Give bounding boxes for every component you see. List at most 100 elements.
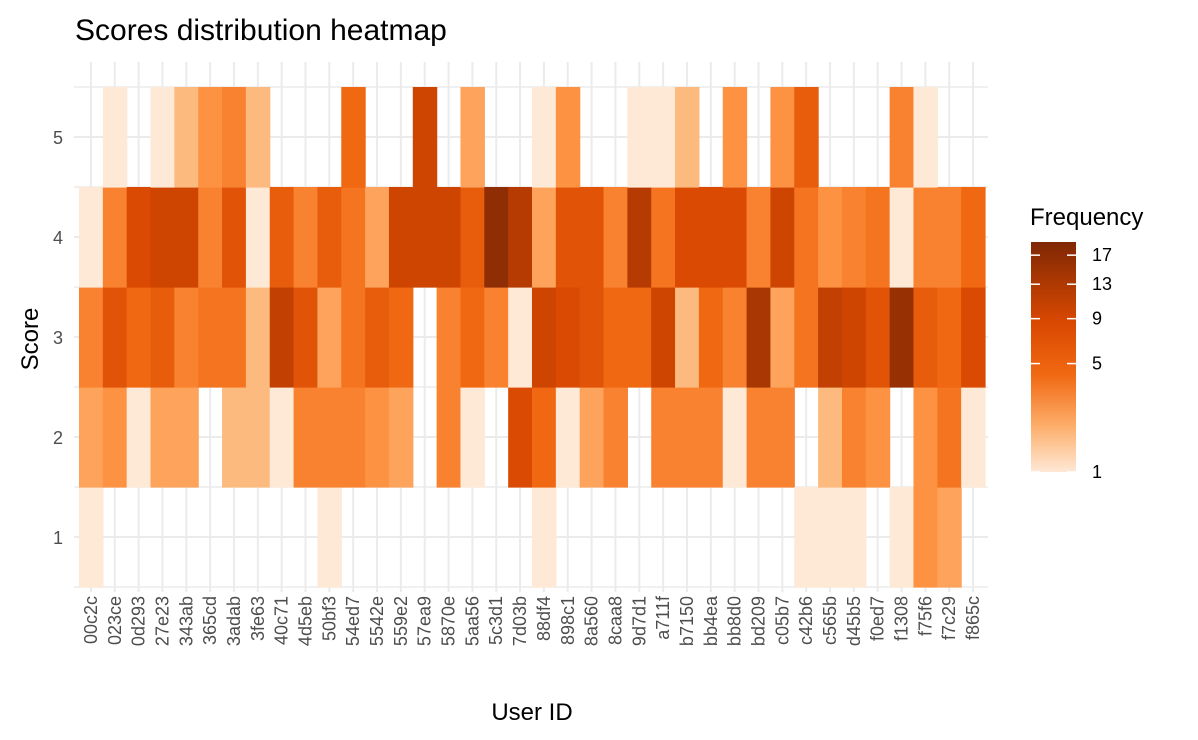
x-tick-label: 7d03b: [510, 596, 530, 646]
x-tick-label: 54ed7: [343, 596, 363, 646]
heatmap-cell: [555, 87, 581, 188]
heatmap-cell: [675, 387, 700, 488]
heatmap-cell: [150, 387, 175, 488]
y-tick-label: 4: [53, 228, 63, 248]
heatmap-cell: [126, 187, 152, 288]
legend-tick-label: 13: [1092, 274, 1112, 294]
heatmap-cell: [102, 187, 128, 288]
heatmap-cell: [722, 387, 748, 488]
x-tick-label: 559e2: [391, 596, 411, 646]
heatmap-cell: [436, 287, 462, 388]
x-tick-label: 40c71: [272, 596, 292, 645]
heatmap-cell: [341, 187, 366, 288]
x-tick-label: f75f6: [915, 596, 935, 636]
x-tick-label: c05b7: [772, 596, 792, 645]
heatmap-cell: [651, 187, 676, 288]
x-tick-label: bb4ea: [701, 595, 721, 646]
heatmap-cell: [317, 187, 342, 288]
heatmap-cell: [126, 387, 152, 488]
heatmap-cell: [937, 187, 962, 288]
heatmap-cell: [412, 87, 438, 188]
heatmap-cell: [770, 187, 795, 288]
y-axis-ticks: 1 2 3 4 5: [53, 128, 63, 548]
heatmap-cell: [269, 187, 295, 288]
heatmap-cell: [245, 187, 271, 288]
heatmap-cell: [746, 287, 772, 388]
heatmap-cell: [222, 287, 247, 388]
heatmap-cell: [150, 187, 175, 288]
heatmap-cell: [341, 387, 366, 488]
y-axis-title: Score: [17, 308, 44, 371]
y-tick-label: 2: [53, 428, 63, 448]
x-tick-label: 88df4: [534, 596, 554, 641]
heatmap-cell: [484, 287, 509, 388]
heatmap-cell: [603, 187, 628, 288]
x-tick-label: 5aa56: [462, 596, 482, 646]
x-tick-label: 5870e: [439, 596, 459, 646]
heatmap-cells: [79, 87, 986, 588]
heatmap-cell: [79, 487, 104, 588]
x-tick-label: 9d7d1: [629, 596, 649, 646]
x-tick-label: c565b: [820, 596, 840, 645]
heatmap-cell: [79, 187, 104, 288]
x-tick-label: bb8d0: [725, 596, 745, 646]
heatmap-cell: [770, 387, 795, 488]
heatmap-cell: [365, 387, 390, 488]
heatmap-cell: [865, 387, 891, 488]
y-tick-label: 1: [53, 528, 63, 548]
heatmap-cell: [150, 287, 175, 388]
heatmap-cell: [365, 287, 390, 388]
x-tick-label: f865c: [963, 596, 983, 640]
heatmap-cell: [794, 287, 819, 388]
heatmap-cell: [317, 287, 342, 388]
x-tick-label: 898c1: [558, 596, 578, 645]
heatmap-cell: [555, 187, 581, 288]
legend-colorbar: [1031, 242, 1076, 472]
heatmap-cell: [365, 187, 390, 288]
heatmap-cell: [508, 287, 533, 388]
heatmap-cell: [174, 187, 199, 288]
heatmap-cell: [794, 487, 819, 588]
legend-tick-label: 9: [1092, 309, 1102, 329]
heatmap-cell: [388, 187, 414, 288]
heatmap-cell: [889, 187, 915, 288]
heatmap-cell: [937, 387, 962, 488]
heatmap-cell: [818, 487, 843, 588]
legend-tick-label: 17: [1092, 245, 1112, 265]
x-tick-label: c42b6: [796, 596, 816, 645]
heatmap-cell: [913, 487, 938, 588]
heatmap-cell: [555, 287, 581, 388]
heatmap-cell: [818, 387, 843, 488]
heatmap-cell: [675, 187, 700, 288]
x-tick-label: 4d5eb: [296, 596, 316, 646]
x-tick-label: 3fe63: [248, 596, 268, 641]
x-axis-ticks: 00c2c 023ce 0d293 27e23 343ab 365cd 3adab 3fe63…: [81, 595, 983, 646]
heatmap-cell: [532, 87, 557, 188]
heatmap-cell: [841, 487, 867, 588]
heatmap-cell: [794, 187, 819, 288]
x-tick-label: 365cd: [200, 596, 220, 645]
heatmap-cell: [293, 187, 319, 288]
heatmap-cell: [245, 387, 271, 488]
heatmap-cell: [698, 187, 724, 288]
x-tick-label: bd209: [749, 596, 769, 646]
heatmap-cell: [412, 187, 438, 288]
heatmap-cell: [293, 387, 319, 488]
x-tick-label: 5542e: [367, 596, 387, 646]
heatmap-cell: [388, 287, 414, 388]
legend: Frequency 1 5 9 13 17: [1030, 204, 1143, 482]
heatmap-cell: [508, 387, 533, 488]
x-tick-label: 0d293: [129, 596, 149, 646]
heatmap-cell: [269, 387, 295, 488]
heatmap-cell: [818, 187, 843, 288]
heatmap-cell: [341, 287, 366, 388]
heatmap-cell: [961, 187, 986, 288]
x-tick-label: 3adab: [224, 596, 244, 646]
x-tick-label: a711f: [653, 595, 673, 640]
legend-title: Frequency: [1030, 204, 1143, 231]
heatmap-cell: [555, 387, 581, 488]
legend-ticks: 1 5 9 13 17: [1031, 245, 1112, 482]
heatmap-cell: [746, 387, 772, 488]
heatmap-cell: [770, 87, 795, 188]
heatmap-cell: [651, 87, 676, 188]
